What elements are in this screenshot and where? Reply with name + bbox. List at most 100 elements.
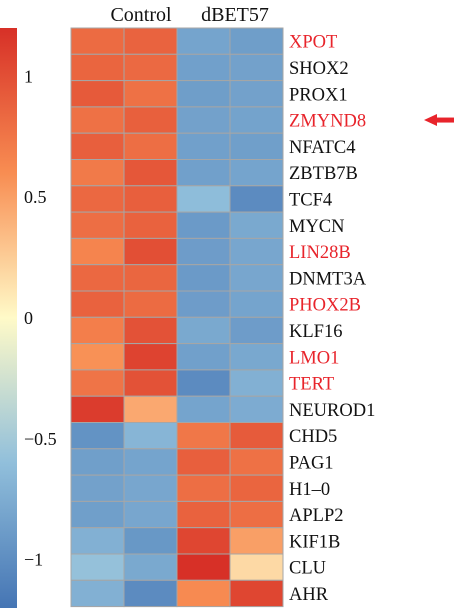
heatmap-cell xyxy=(70,80,125,108)
heatmap-cell xyxy=(176,500,231,529)
heatmap-cell xyxy=(229,211,284,239)
row-label: NEUROD1 xyxy=(289,401,375,421)
heatmap-cell xyxy=(176,527,231,555)
heatmap-cell xyxy=(229,185,284,213)
heatmap-cell xyxy=(176,27,231,55)
row-label: XPOT xyxy=(289,33,337,53)
heatmap-cell xyxy=(176,343,231,371)
heatmap-cell xyxy=(123,527,178,555)
heatmap-cell xyxy=(70,422,125,450)
heatmap-cell xyxy=(70,343,125,371)
heatmap-cell xyxy=(123,422,178,450)
heatmap-cell xyxy=(229,500,284,529)
heatmap-cell xyxy=(70,448,125,476)
row-label: CLU xyxy=(289,559,326,579)
heatmap-cell xyxy=(70,106,125,134)
heatmap-cell xyxy=(123,369,178,397)
row-label: NFATC4 xyxy=(289,138,355,158)
heatmap-cell xyxy=(70,185,125,213)
heatmap-cell xyxy=(123,395,178,424)
heatmap-cell xyxy=(229,132,284,160)
colorbar-tick-label: 1 xyxy=(24,66,33,86)
heatmap-cell xyxy=(70,316,125,345)
heatmap-cell xyxy=(176,159,231,187)
row-label: TCF4 xyxy=(289,190,332,210)
heatmap-cells xyxy=(70,27,284,608)
heatmap-cell xyxy=(70,527,125,555)
heatmap-cell xyxy=(176,369,231,397)
heatmap-cell xyxy=(123,159,178,187)
heatmap-cell xyxy=(176,211,231,239)
heatmap-cell xyxy=(70,290,125,318)
row-label: LMO1 xyxy=(289,348,339,368)
row-label: DNMT3A xyxy=(289,269,367,289)
heatmap-cell xyxy=(123,80,178,108)
heatmap-cell xyxy=(229,474,284,502)
heatmap-cell xyxy=(123,553,178,581)
heatmap-cell xyxy=(176,474,231,502)
heatmap-cell xyxy=(229,369,284,397)
heatmap-cell xyxy=(123,343,178,371)
row-label: ZMYND8 xyxy=(289,112,366,132)
heatmap-cell xyxy=(176,80,231,108)
heatmap-cell xyxy=(176,237,231,266)
heatmap-cell xyxy=(229,343,284,371)
heatmap-cell xyxy=(176,316,231,345)
colorbar-tick-label: −1 xyxy=(24,550,43,570)
row-labels: XPOT SHOX2 PROX1 ZMYND8 NFATC4 ZBTB7B TCF4 MYCN… xyxy=(289,33,375,605)
row-label: PHOX2B xyxy=(289,296,361,316)
heatmap-cell xyxy=(70,237,125,266)
heatmap-cell xyxy=(70,159,125,187)
row-label: APLP2 xyxy=(289,506,344,526)
heatmap-cell xyxy=(229,27,284,55)
heatmap-cell xyxy=(123,290,178,318)
row-label: PAG1 xyxy=(289,453,334,473)
heatmap-cell xyxy=(123,316,178,345)
row-label: AHR xyxy=(289,585,329,605)
heatmap-cell xyxy=(229,395,284,424)
heatmap-cell xyxy=(123,579,178,608)
heatmap-cell xyxy=(70,132,125,160)
heatmap-cell xyxy=(229,290,284,318)
arrow-head xyxy=(424,114,437,127)
heatmap-cell xyxy=(176,290,231,318)
colorbar-tick-label: 0 xyxy=(24,308,33,328)
colorbar-gradient xyxy=(0,28,17,608)
row-label: CHD5 xyxy=(289,427,337,447)
heatmap-cell xyxy=(70,27,125,55)
row-label: KIF1B xyxy=(289,532,340,552)
heatmap-cell xyxy=(70,264,125,292)
heatmap-cell xyxy=(176,395,231,424)
heatmap-cell xyxy=(176,264,231,292)
row-label: LIN28B xyxy=(289,243,351,263)
heatmap-cell xyxy=(229,53,284,82)
heatmap-cell xyxy=(176,106,231,134)
heatmap-cell xyxy=(176,448,231,476)
heatmap-cell xyxy=(123,211,178,239)
row-label: ZBTB7B xyxy=(289,164,358,184)
heatmap-cell xyxy=(123,53,178,82)
heatmap-cell xyxy=(229,553,284,581)
heatmap-cell xyxy=(229,579,284,608)
row-label: KLF16 xyxy=(289,322,342,342)
heatmap-cell xyxy=(229,448,284,476)
heatmap-cell xyxy=(176,53,231,82)
heatmap-cell xyxy=(123,185,178,213)
heatmap-cell xyxy=(123,264,178,292)
heatmap-cell xyxy=(70,500,125,529)
heatmap-cell xyxy=(229,264,284,292)
heatmap-cell xyxy=(123,106,178,134)
heatmap-cell xyxy=(176,132,231,160)
heatmap-cell xyxy=(123,132,178,160)
colorbar-tick-label: 0.5 xyxy=(24,187,47,207)
heatmap-cell xyxy=(229,80,284,108)
heatmap-cell xyxy=(176,422,231,450)
heatmap-cell xyxy=(70,53,125,82)
heatmap-cell xyxy=(70,553,125,581)
arrow-shaft xyxy=(436,117,454,123)
heatmap-cell xyxy=(123,448,178,476)
heatmap-cell xyxy=(176,553,231,581)
heatmap-cell xyxy=(70,211,125,239)
heatmap-cell xyxy=(70,579,125,608)
